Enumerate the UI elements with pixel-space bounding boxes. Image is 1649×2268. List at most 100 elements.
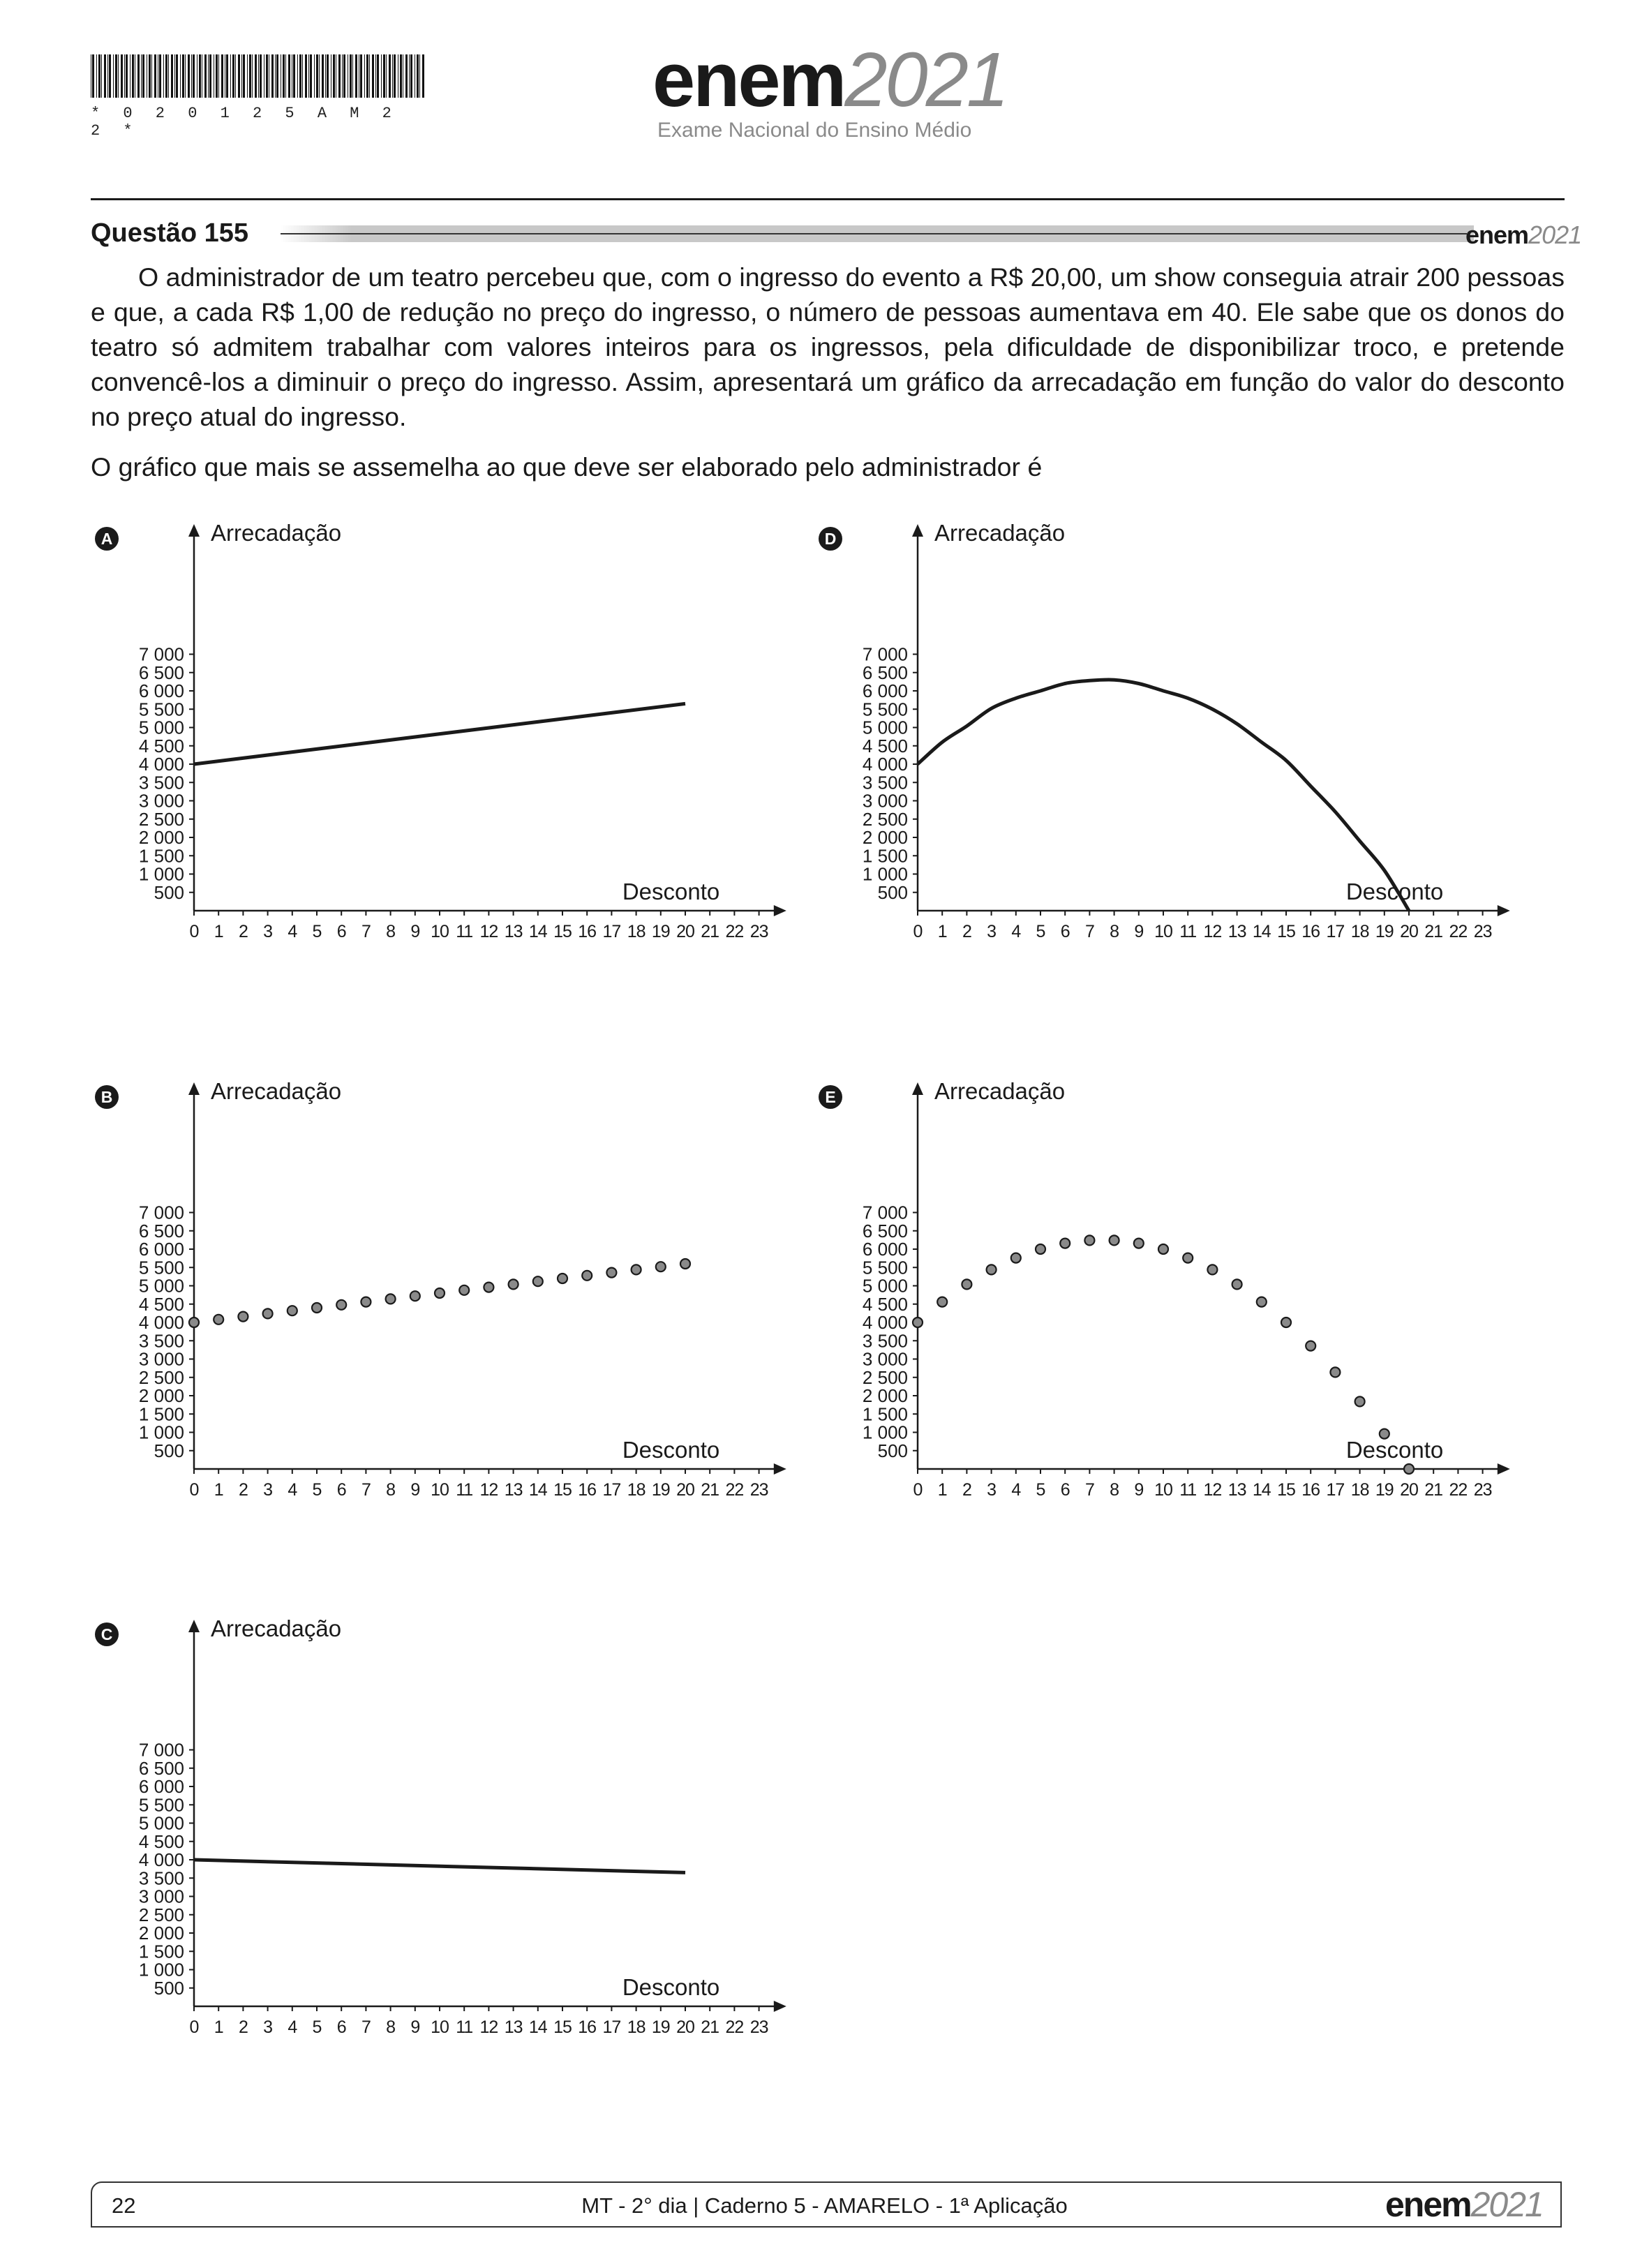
data-point xyxy=(213,1313,225,1325)
x-tick-label: 5 xyxy=(313,2017,322,2037)
x-tick-label: 13 xyxy=(1228,922,1246,941)
y-tick-label: 6 500 xyxy=(139,1221,184,1241)
x-tick-label: 23 xyxy=(750,1480,768,1500)
logo-year: 2021 xyxy=(844,37,1009,123)
stem-paragraph: O administrador de um teatro percebeu qu… xyxy=(91,262,1565,431)
barcode-bar xyxy=(247,54,248,98)
x-tick-label: 0 xyxy=(913,1480,923,1500)
x-tick-label: 15 xyxy=(553,922,572,941)
y-tick-label: 6 000 xyxy=(863,680,908,701)
x-axis-arrow xyxy=(773,1463,786,1475)
y-tick-label: 1 500 xyxy=(139,1403,184,1424)
barcode-bar xyxy=(249,54,251,98)
barcode-bar xyxy=(310,54,312,98)
y-tick-label: 5 500 xyxy=(139,699,184,719)
y-tick-label: 2 500 xyxy=(139,809,184,830)
y-tick-label: 2 000 xyxy=(139,1923,184,1944)
barcode-bar xyxy=(168,54,169,98)
data-line xyxy=(193,701,686,766)
x-tick-label: 7 xyxy=(1085,1480,1094,1500)
x-tick-label: 5 xyxy=(313,1480,322,1500)
x-tick-label: 1 xyxy=(938,1480,947,1500)
x-tick-label: 10 xyxy=(1154,922,1172,941)
data-point xyxy=(1207,1264,1218,1276)
x-axis-arrow xyxy=(773,2001,786,2012)
y-tick-label: 7 000 xyxy=(139,1202,184,1223)
option-letter: E xyxy=(825,1088,835,1106)
x-tick-label: 19 xyxy=(652,922,670,941)
y-tick-label: 5 500 xyxy=(863,699,908,719)
data-point xyxy=(360,1296,372,1308)
barcode-bar xyxy=(101,54,102,98)
x-tick-label: 19 xyxy=(652,1480,670,1500)
x-tick-label: 0 xyxy=(190,922,199,941)
y-axis-arrow xyxy=(188,1620,200,1632)
barcode-bar xyxy=(132,54,134,98)
data-point xyxy=(1378,1428,1390,1440)
x-tick-label: 7 xyxy=(1085,922,1094,941)
question-enem-badge: enem2021 xyxy=(1465,221,1582,250)
x-tick-label: 19 xyxy=(1375,922,1394,941)
x-tick-label: 13 xyxy=(505,2017,523,2037)
x-tick-label: 17 xyxy=(602,1480,620,1500)
barcode-bar xyxy=(235,54,236,98)
barcode-bar xyxy=(230,54,231,98)
x-tick-label: 12 xyxy=(1203,1480,1221,1500)
y-tick-label: 2 000 xyxy=(139,827,184,848)
x-tick-label: 16 xyxy=(1301,922,1320,941)
x-tick-label: 17 xyxy=(602,2017,620,2037)
data-point xyxy=(385,1293,396,1305)
y-tick-label: 5 000 xyxy=(139,1813,184,1834)
option-marker xyxy=(819,1085,842,1109)
x-tick-label: 11 xyxy=(456,922,472,941)
barcode-bar xyxy=(400,54,402,98)
x-tick-label: 18 xyxy=(627,922,646,941)
y-tick-label: 500 xyxy=(878,1440,908,1461)
data-point xyxy=(262,1308,274,1320)
badge-word: enem xyxy=(1465,221,1529,249)
y-tick-label: 7 000 xyxy=(139,1740,184,1761)
x-tick-label: 20 xyxy=(1400,922,1418,941)
barcode-bar xyxy=(383,54,385,98)
x-axis-label: Desconto xyxy=(622,879,719,904)
barcode xyxy=(91,54,424,98)
x-tick-label: 1 xyxy=(938,922,947,941)
x-tick-label: 19 xyxy=(1375,1480,1394,1500)
barcode-bar xyxy=(204,54,207,98)
barcode-bar xyxy=(104,54,106,98)
x-axis-label: Desconto xyxy=(1346,879,1443,904)
y-tick-label: 2 500 xyxy=(139,1904,184,1925)
barcode-bar xyxy=(409,54,410,98)
data-point xyxy=(507,1278,519,1290)
barcode-bar xyxy=(305,54,307,98)
y-tick-label: 500 xyxy=(878,882,908,903)
y-tick-label: 5 500 xyxy=(139,1257,184,1278)
barcode-bar xyxy=(355,54,357,98)
y-tick-label: 7 000 xyxy=(863,644,908,665)
barcode-bar xyxy=(118,54,119,98)
barcode-bar xyxy=(389,54,391,98)
x-tick-label: 20 xyxy=(676,1480,694,1500)
barcode-bar xyxy=(137,54,140,98)
x-tick-label: 16 xyxy=(578,2017,596,2037)
barcode-bar xyxy=(232,54,234,98)
x-tick-label: 7 xyxy=(361,2017,371,2037)
barcode-bar xyxy=(266,54,268,98)
data-line xyxy=(193,1858,686,1874)
data-point xyxy=(1231,1278,1243,1290)
x-tick-label: 12 xyxy=(479,1480,498,1500)
x-tick-label: 2 xyxy=(239,2017,248,2037)
x-tick-label: 21 xyxy=(701,1480,719,1500)
barcode-bar xyxy=(405,54,408,98)
x-tick-label: 13 xyxy=(505,922,523,941)
y-tick-label: 3 500 xyxy=(863,772,908,793)
barcode-bar xyxy=(381,54,382,98)
y-tick-label: 4 000 xyxy=(139,754,184,775)
enem-logo: enem2021 xyxy=(652,42,1009,119)
data-point xyxy=(606,1267,618,1278)
barcode-bar xyxy=(124,54,125,98)
barcode-bar xyxy=(154,54,156,98)
barcode-bar xyxy=(327,54,329,98)
option-letter: B xyxy=(101,1088,113,1106)
